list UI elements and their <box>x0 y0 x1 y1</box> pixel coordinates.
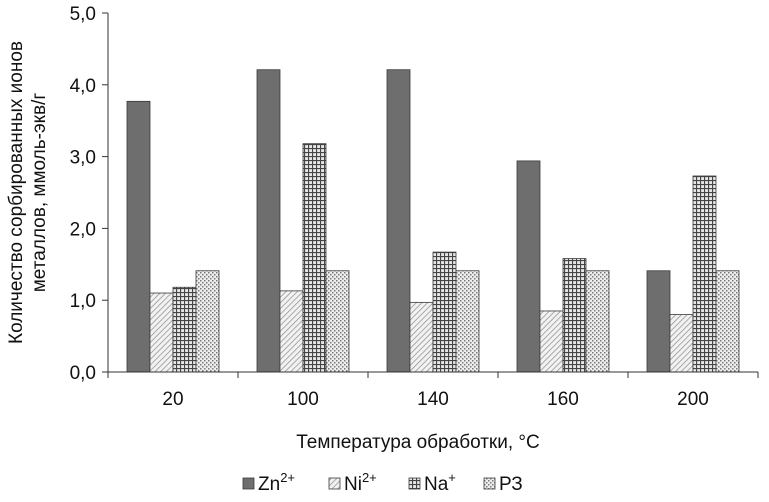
legend-label-3: Na+ <box>424 470 456 495</box>
bar-ni-160 <box>539 310 564 373</box>
legend-swatch-2 <box>328 477 341 490</box>
bar-ni-20 <box>149 292 174 373</box>
y-tick-label: 5,0 <box>70 4 96 25</box>
bar-рз-140 <box>455 270 480 373</box>
bar-рз-20 <box>195 270 220 373</box>
x-tick-label: 140 <box>417 389 449 410</box>
bar-zn-20 <box>126 100 151 373</box>
y-tick-label: 4,0 <box>70 76 96 97</box>
bar-ni-140 <box>409 301 434 373</box>
bar-zn-160 <box>516 160 541 373</box>
x-tick-label: 100 <box>287 389 319 410</box>
legend-label-4: РЗ <box>499 474 523 495</box>
y-axis-title-line1: Количество сорбированных ионов <box>6 41 27 344</box>
bar-na-160 <box>562 258 587 373</box>
y-tick-label: 2,0 <box>70 219 96 240</box>
x-tick-label: 200 <box>677 389 709 410</box>
axes <box>107 13 758 373</box>
y-axis-title: Количество сорбированных ионов металлов,… <box>6 41 50 344</box>
bar-рз-100 <box>325 270 350 373</box>
bar-zn-140 <box>386 69 411 373</box>
bar-zn-200 <box>646 270 671 373</box>
y-tick-label: 1,0 <box>70 291 96 312</box>
legend-swatch-4 <box>483 477 496 490</box>
legend-swatch-3 <box>408 477 421 490</box>
legend-swatch-1 <box>242 477 255 490</box>
bar-ni-200 <box>669 314 694 373</box>
bar-na-200 <box>692 175 717 373</box>
y-axis-title-line2: металлов, ммоль-экв/г <box>29 93 50 293</box>
bar-na-20 <box>172 286 197 373</box>
y-tick-label: 0,0 <box>70 363 96 384</box>
x-axis-title: Температура обработки, °С <box>296 432 539 453</box>
bar-рз-200 <box>715 270 740 373</box>
bar-ni-100 <box>279 290 304 373</box>
x-tick-label: 20 <box>162 389 183 410</box>
bar-рз-160 <box>585 270 610 373</box>
bars <box>126 69 740 373</box>
y-tick-label: 3,0 <box>70 148 96 169</box>
bar-na-100 <box>302 143 327 373</box>
y-axis-ticks: 0,0 1,0 2,0 3,0 4,0 5,0 <box>70 4 108 384</box>
bar-na-140 <box>432 251 457 373</box>
legend-label-2: Ni2+ <box>344 470 377 495</box>
legend: Zn2+ Ni2+ Na+ РЗ <box>242 470 523 495</box>
x-axis-ticks: 20 100 140 160 200 <box>107 372 759 410</box>
x-tick-label: 160 <box>547 389 579 410</box>
legend-label-1: Zn2+ <box>258 470 295 495</box>
bar-zn-100 <box>256 69 281 373</box>
